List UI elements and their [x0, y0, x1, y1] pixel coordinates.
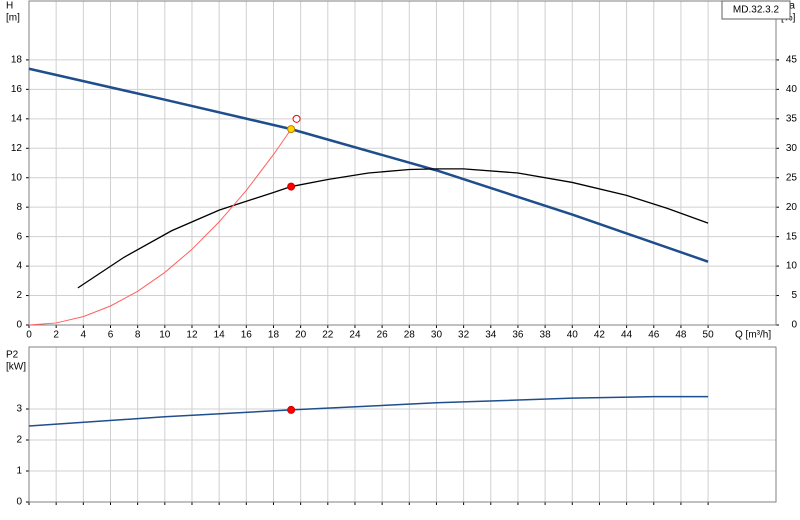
plot-area	[29, 347, 776, 502]
y-tick-label: 0	[16, 320, 22, 331]
plot-frame	[28, 0, 777, 326]
curve	[28, 67, 709, 263]
y-tick-label: 16	[11, 84, 23, 95]
operating-point	[287, 405, 296, 414]
x-tick-label: 30	[431, 330, 443, 341]
y-tick-label: 2	[16, 435, 22, 446]
y-tick-label: 12	[11, 143, 23, 154]
x-tick-label: 24	[349, 330, 361, 341]
x-axis-title: Q [m³/h]	[735, 330, 771, 341]
x-tick-label: 48	[675, 330, 687, 341]
x-tick-label: 6	[108, 330, 114, 341]
y-axis-title: H	[6, 1, 13, 12]
x-tick-label: 50	[703, 330, 715, 341]
x-tick-label: 20	[295, 330, 307, 341]
y2-tick-label: 30	[786, 143, 798, 154]
x-tick-label: 46	[648, 330, 660, 341]
x-tick-label: 16	[241, 330, 253, 341]
x-tick-label: 8	[135, 330, 141, 341]
legend-label: MD.32.3.2	[733, 5, 780, 16]
y-tick-label: 10	[11, 172, 23, 183]
y-tick-label: 3	[16, 404, 22, 415]
operating-point	[287, 182, 296, 191]
x-tick-label: 42	[594, 330, 606, 341]
y-axis-title: P2	[6, 350, 19, 361]
y2-tick-label: 10	[786, 261, 798, 272]
curve	[28, 395, 709, 427]
y-axis-title: [kW]	[6, 362, 26, 373]
x-tick-label: 32	[458, 330, 470, 341]
y-tick-label: 1	[16, 466, 22, 477]
operating-point	[292, 114, 301, 123]
x-tick-label: 26	[377, 330, 389, 341]
y-tick-label: 18	[11, 55, 23, 66]
x-tick-label: 12	[186, 330, 198, 341]
x-tick-label: 2	[53, 330, 59, 341]
x-tick-label: 28	[404, 330, 416, 341]
x-tick-label: 38	[540, 330, 552, 341]
curve	[28, 128, 292, 326]
y-tick-label: 14	[11, 113, 23, 124]
y2-tick-label: 45	[786, 55, 798, 66]
x-tick-label: 34	[485, 330, 497, 341]
y2-tick-label: 40	[786, 84, 798, 95]
x-tick-label: 14	[214, 330, 226, 341]
curve	[77, 168, 709, 289]
x-tick-label: 40	[567, 330, 579, 341]
y2-tick-label: 0	[791, 320, 797, 331]
y2-tick-label: 35	[786, 113, 798, 124]
y2-tick-label: 25	[786, 172, 798, 183]
x-tick-label: 4	[81, 330, 87, 341]
plot-frame	[28, 346, 777, 503]
x-tick-label: 36	[512, 330, 524, 341]
x-tick-label: 0	[26, 330, 32, 341]
y-tick-label: 4	[16, 261, 22, 272]
x-tick-label: 44	[621, 330, 633, 341]
y-tick-label: 2	[16, 290, 22, 301]
operating-point	[287, 125, 296, 134]
y-tick-label: 6	[16, 231, 22, 242]
y-tick-label: 0	[16, 497, 22, 508]
y2-tick-label: 5	[791, 290, 797, 301]
y-tick-label: 8	[16, 202, 22, 213]
y-axis-title: [m]	[6, 13, 20, 24]
plot-area	[29, 1, 776, 325]
y2-tick-label: 20	[786, 202, 798, 213]
x-tick-label: 10	[159, 330, 171, 341]
legend-box	[721, 0, 791, 20]
x-tick-label: 18	[268, 330, 280, 341]
y2-tick-label: 15	[786, 231, 798, 242]
x-tick-label: 22	[322, 330, 334, 341]
